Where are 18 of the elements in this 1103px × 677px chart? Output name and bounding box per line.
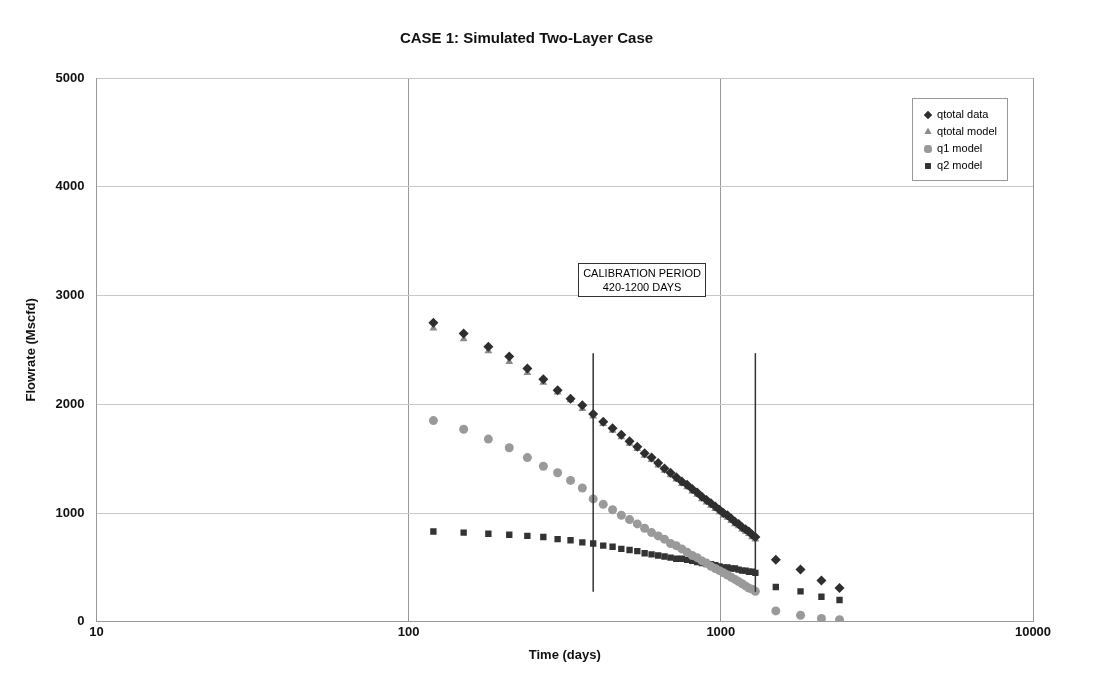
x-tick-label: 100 [397,624,420,640]
legend-label: q1 model [936,142,984,155]
legend-label: qtotal model [936,125,997,138]
x-tick-label: 1000 [706,624,736,640]
x-tick-label: 10000 [1014,624,1052,640]
chart-title: CASE 1: Simulated Two-Layer Case [399,29,654,47]
annotation: CALIBRATION PERIOD 420-1200 DAYS [578,262,706,297]
x-tick-label: 10 [89,624,104,640]
y-tick-label: 0 [77,613,85,629]
y-tick-label: 1000 [55,504,85,520]
legend-label: q2 model [936,159,984,172]
legend-label: qtotal data [936,108,990,121]
y-axis-title: Flowrate (Mscfd) [23,298,39,402]
x-axis-title: Time (days) [528,646,601,662]
y-tick-label: 4000 [55,178,85,194]
y-tick-label: 5000 [55,69,85,85]
y-tick-label: 2000 [55,395,85,411]
y-tick-label: 3000 [55,287,85,303]
